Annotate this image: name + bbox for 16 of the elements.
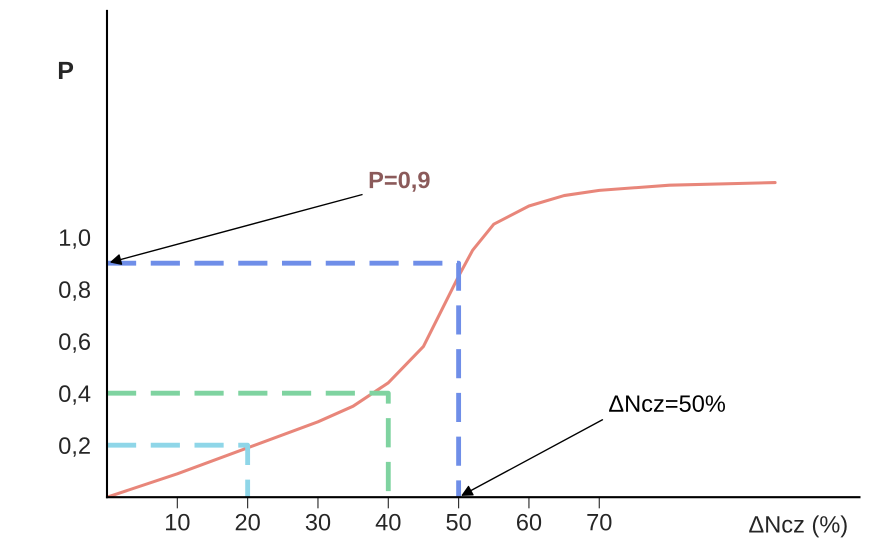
x-axis-title: ΔNcz (%): [749, 515, 847, 538]
y-tick-label: 0,6: [59, 333, 90, 353]
x-tick-label: 50: [446, 514, 471, 531]
annotation: P=0,9: [370, 172, 430, 192]
y-tick-label: 1,0: [60, 229, 90, 249]
y-tick-label: 0,2: [59, 437, 90, 457]
x-tick-label: 40: [376, 514, 400, 531]
annotation: ΔNcz=50%: [609, 395, 726, 412]
y-tick-label: 0,4: [59, 385, 90, 405]
x-tick-label: 60: [517, 514, 542, 531]
x-tick-label: 20: [236, 514, 260, 531]
x-tick-label: 30: [306, 514, 330, 531]
y-tick-label: 0,8: [59, 281, 90, 301]
x-tick-label: 70: [587, 514, 612, 531]
x-tick-label: 10: [166, 514, 190, 531]
y-axis-title: P: [58, 62, 74, 80]
